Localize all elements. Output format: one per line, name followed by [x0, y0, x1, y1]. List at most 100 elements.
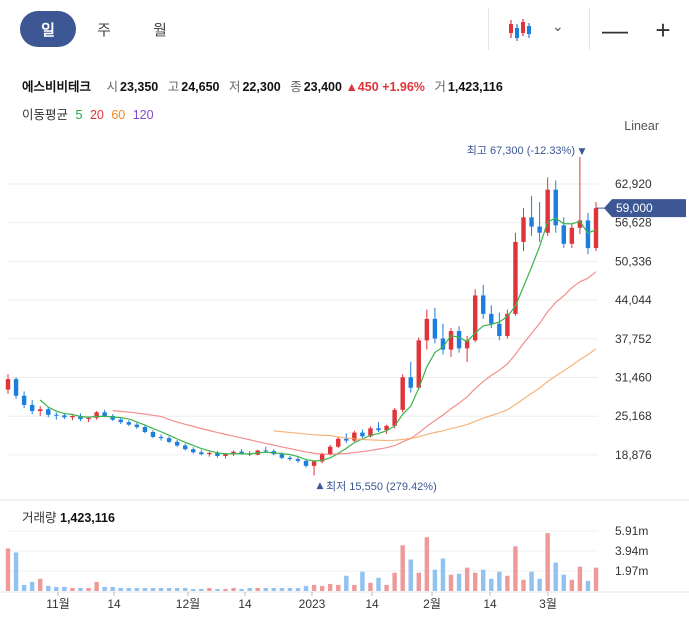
- volume-bar: [319, 585, 325, 591]
- tab-monthly[interactable]: 월: [153, 21, 167, 39]
- low-annotation: 최저 15,550 (279.42%): [326, 480, 437, 493]
- volume-bar: [21, 584, 27, 591]
- candle-body: [263, 450, 268, 452]
- moving-average-legend[interactable]: 이동평균 5 20 60 120: [22, 104, 158, 123]
- volume-bar: [5, 548, 11, 591]
- candle-body: [199, 452, 204, 455]
- candle-body: [561, 225, 566, 244]
- volume-bar: [521, 579, 526, 591]
- candle-body: [62, 415, 67, 418]
- tab-daily[interactable]: 일: [20, 11, 76, 47]
- x-tick-label: 2월: [423, 597, 441, 611]
- volume-bar: [376, 577, 381, 591]
- chart-type-selector[interactable]: ⌄: [488, 8, 590, 50]
- candle-body: [577, 220, 583, 228]
- volume-bar: [86, 587, 91, 591]
- volume-bar: [481, 569, 486, 591]
- low-marker-icon: ▲: [317, 481, 324, 491]
- volume-tick-label: 1.97m: [615, 564, 648, 578]
- volume-bar: [464, 567, 470, 591]
- volume-bar: [46, 585, 51, 591]
- volume-bar: [174, 587, 180, 591]
- volume-bar: [577, 566, 583, 591]
- candle-body: [191, 449, 196, 453]
- ma-60: 60: [111, 108, 126, 122]
- volume-bar: [489, 578, 494, 591]
- ma-120: 120: [132, 108, 154, 122]
- candle-body: [207, 452, 212, 455]
- volume-bar: [150, 587, 156, 591]
- tab-weekly[interactable]: 주: [97, 21, 111, 39]
- candle-body: [38, 409, 43, 412]
- candle-body: [215, 452, 220, 456]
- candle-body: [13, 379, 19, 396]
- volume-bar: [408, 559, 413, 591]
- y-tick-label: 62,920: [615, 177, 652, 191]
- open-price: 23,350: [120, 80, 159, 94]
- volume-bar: [118, 587, 123, 591]
- volume-bar: [215, 588, 220, 591]
- candle-body: [432, 318, 438, 339]
- candle-body: [368, 428, 373, 437]
- volume-bar: [110, 586, 115, 591]
- volume-bar: [94, 581, 99, 591]
- ma20-line: [112, 271, 597, 455]
- candle-body: [311, 461, 317, 466]
- volume-bar: [513, 546, 518, 591]
- candle-body: [497, 323, 502, 337]
- candle-body: [585, 220, 591, 249]
- price-change-pct: +1.96%: [382, 80, 425, 94]
- volume-bar: [255, 587, 260, 591]
- x-tick-label: 14: [238, 597, 252, 611]
- y-tick-label: 44,044: [615, 293, 652, 307]
- candle-body: [223, 454, 228, 456]
- candle-body: [537, 226, 542, 233]
- candle-body: [352, 432, 357, 441]
- candle-body: [86, 417, 91, 420]
- candle-body: [569, 227, 575, 244]
- volume-bar: [199, 588, 204, 591]
- volume-bar: [344, 575, 349, 591]
- volume-bar: [38, 578, 43, 591]
- candle-body: [94, 412, 99, 418]
- candle-body: [54, 414, 59, 416]
- volume-bar: [158, 587, 164, 591]
- volume-bar: [29, 581, 35, 591]
- high-marker-icon: ▼: [579, 147, 586, 157]
- volume-tick-label: 5.91m: [615, 524, 648, 538]
- candle-body: [70, 416, 75, 418]
- x-tick-label: 3월: [539, 597, 557, 611]
- candle-body: [392, 409, 397, 426]
- volume-bar: [545, 533, 550, 591]
- candle-body: [384, 425, 389, 431]
- zoom-in-button[interactable]: +: [655, 14, 671, 45]
- volume-bar: [271, 587, 277, 591]
- scale-mode-toggle[interactable]: Linear: [624, 119, 659, 133]
- volume-bar: [142, 587, 148, 591]
- volume-bar: [448, 574, 454, 591]
- volume-bar: [54, 586, 59, 591]
- candle-body: [456, 331, 462, 349]
- candle-body: [150, 431, 156, 437]
- candle-body: [424, 318, 430, 341]
- candle-body: [400, 377, 405, 410]
- candle-body: [376, 428, 381, 431]
- volume-bar: [279, 587, 285, 591]
- volume-bar: [13, 552, 19, 591]
- candle-body: [513, 241, 518, 314]
- candle-body: [142, 427, 148, 432]
- volume-bar: [553, 562, 558, 591]
- candle-body: [360, 432, 365, 437]
- candle-body: [303, 460, 309, 466]
- ma-5: 5: [75, 108, 83, 122]
- volume-bar: [102, 586, 107, 591]
- volume-bar: [70, 587, 75, 591]
- candlestick-icon: [509, 19, 531, 41]
- volume-bar: [392, 572, 397, 591]
- candle-body: [440, 338, 446, 350]
- volume-bar: [223, 588, 228, 591]
- zoom-out-button[interactable]: —: [602, 14, 628, 45]
- volume-bar: [263, 587, 268, 591]
- volume-bar: [247, 587, 252, 591]
